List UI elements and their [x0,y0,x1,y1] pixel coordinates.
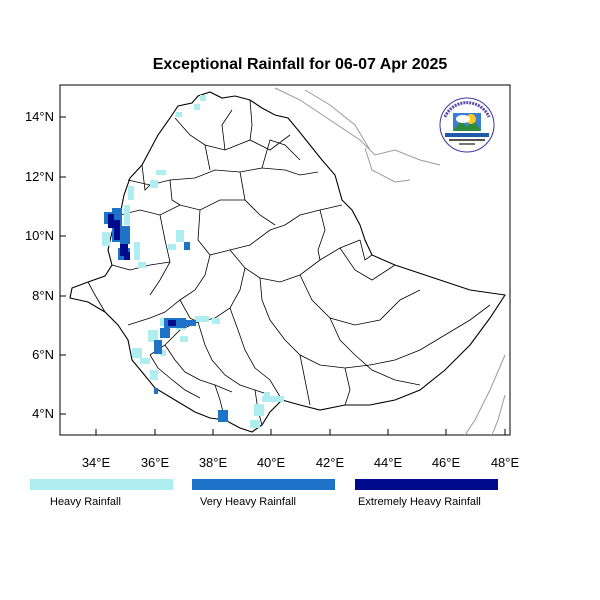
country-outline [69,91,506,433]
legend-label-extreme: Extremely Heavy Rainfall [358,496,481,508]
x-tick-label: 44°E [374,455,403,470]
y-tick-label: 12°N [25,169,54,184]
x-tick-label: 46°E [432,455,461,470]
x-tick-label: 34°E [82,455,111,470]
x-axis-labels: 34°E 36°E 38°E 40°E 42°E 44°E 46°E 48°E [82,455,520,470]
heavy-rainfall-cells [102,95,284,428]
axis-ticks [60,116,506,435]
x-tick-label: 48°E [491,455,520,470]
map-title: Exceptional Rainfall for 06-07 Apr 2025 [152,56,448,73]
y-tick-label: 8°N [32,288,54,303]
legend-swatch-extreme [355,479,498,490]
legend-label-heavy: Heavy Rainfall [50,496,121,508]
x-tick-label: 36°E [141,455,170,470]
neighbor-borders [274,87,506,436]
meteorology-institute-logo [439,97,495,153]
y-tick-label: 10°N [25,228,54,243]
legend-swatch-heavy [30,479,173,490]
legend-label-very-heavy: Very Heavy Rainfall [200,496,296,508]
x-tick-label: 40°E [257,455,286,470]
admin-boundaries [87,99,491,426]
extreme-rainfall-cells [108,214,176,326]
x-tick-label: 42°E [316,455,345,470]
plot-frame [59,84,511,436]
y-tick-label: 6°N [32,347,54,362]
x-tick-label: 38°E [199,455,228,470]
y-axis-labels: 14°N 12°N 10°N 8°N 6°N 4°N [25,109,54,421]
y-tick-label: 4°N [32,406,54,421]
legend-swatch-very-heavy [192,479,335,490]
y-tick-label: 14°N [25,109,54,124]
